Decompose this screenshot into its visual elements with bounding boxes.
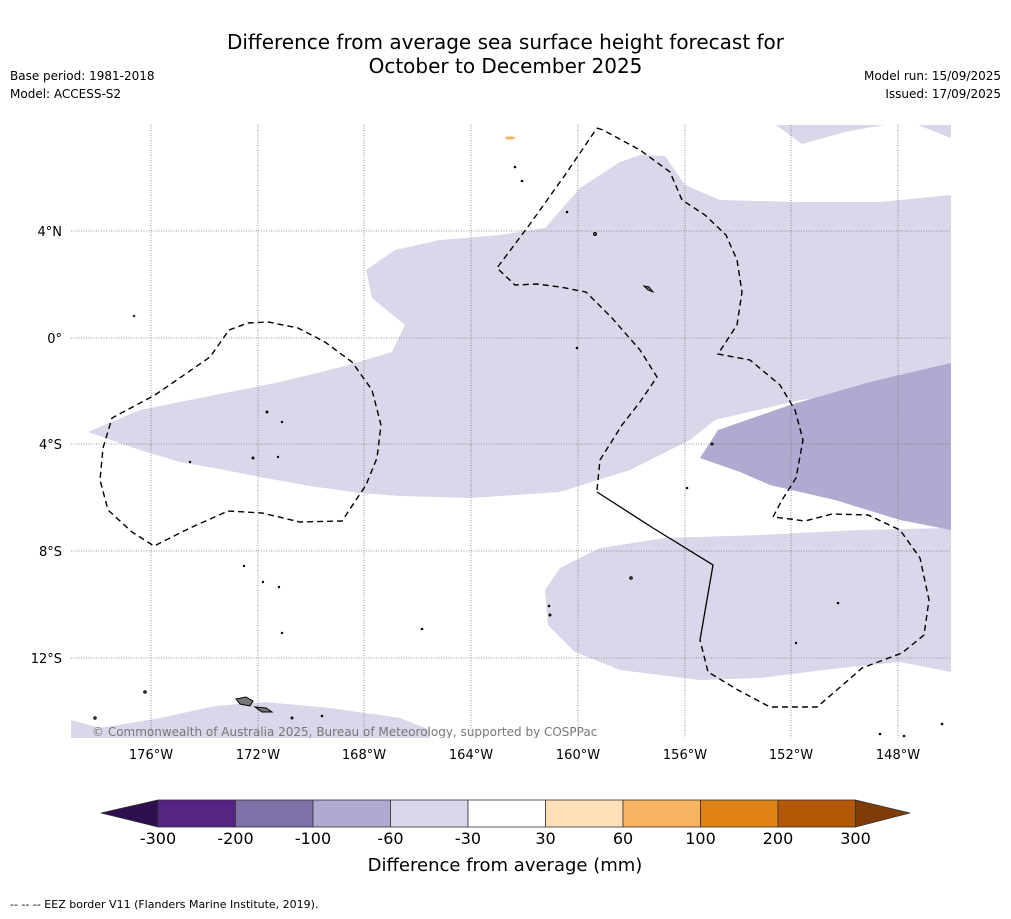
issued-date: Issued: 17/09/2025 — [885, 87, 1001, 101]
colorbar — [100, 799, 911, 828]
eez-kiribati-phoenix — [596, 127, 930, 708]
islands — [93, 165, 944, 738]
colorbar-segment — [390, 799, 469, 828]
title-line-1: Difference from average sea surface heig… — [226, 30, 785, 54]
meta-left: Base period: 1981-2018 Model: ACCESS-S2 — [10, 67, 155, 103]
lat-label-4n: 4°N — [38, 225, 63, 240]
lon-label-160w: 160°W — [556, 748, 600, 763]
colorbar-tick: -200 — [217, 829, 253, 848]
colorbar-tick: -30 — [455, 829, 481, 848]
lat-label-8s: 8°S — [39, 545, 62, 560]
lon-label-156w: 156°W — [663, 748, 707, 763]
colorbar-extend-high — [855, 799, 911, 828]
anomaly-region-light — [88, 155, 951, 680]
lon-label-168w: 168°W — [342, 748, 386, 763]
copyright-notice: © Commonwealth of Australia 2025, Bureau… — [92, 725, 597, 739]
colorbar-segment — [700, 799, 779, 828]
colorbar-tick: 30 — [535, 829, 555, 848]
colorbar-segment — [622, 799, 701, 828]
colorbar-ticks: -300 -200 -100 -60 -30 30 60 100 200 300 — [140, 829, 871, 848]
colorbar-segment — [235, 799, 314, 828]
eez-note: -- -- -- EEZ border V11 (Flanders Marine… — [10, 898, 319, 911]
anomaly-patch-positive — [505, 136, 515, 140]
colorbar-tick: -300 — [140, 829, 176, 848]
map-gridlines — [71, 125, 951, 738]
colorbar-tick: -60 — [377, 829, 403, 848]
anomaly-patch-sw — [71, 702, 430, 738]
lon-label-164w: 164°W — [449, 748, 493, 763]
lat-label-0: 0° — [47, 332, 62, 347]
colorbar-tick: 100 — [685, 829, 716, 848]
colorbar-segment — [777, 799, 856, 828]
lon-label-152w: 152°W — [769, 748, 813, 763]
colorbar-segment — [545, 799, 624, 828]
colorbar-segment — [312, 799, 391, 828]
model-run: Model run: 15/09/2025 — [863, 69, 1001, 83]
latitude-labels: 4°N 0° 4°S 8°S 12°S — [31, 225, 62, 667]
lon-label-148w: 148°W — [876, 748, 920, 763]
eez-tokelau-area — [496, 127, 658, 491]
colorbar-segment — [157, 799, 236, 828]
colorbar-tick: 60 — [613, 829, 633, 848]
maritime-boundary-solid — [596, 491, 714, 641]
map-title: Difference from average sea surface heig… — [0, 30, 1011, 78]
colorbar-extend-low — [100, 799, 159, 828]
map-plot-area: © Commonwealth of Australia 2025, Bureau… — [71, 125, 951, 739]
island-samoa-upolu — [253, 706, 274, 713]
colorbar-tick: -100 — [295, 829, 331, 848]
title-line-2: October to December 2025 — [368, 54, 643, 78]
lon-label-172w: 172°W — [236, 748, 280, 763]
island-samoa-savaii — [235, 696, 254, 707]
anomaly-patch-ne-1 — [776, 125, 884, 144]
colorbar-tick: 200 — [763, 829, 794, 848]
colorbar-segment — [467, 799, 546, 828]
lon-label-176w: 176°W — [129, 748, 173, 763]
longitude-labels: 176°W 172°W 168°W 164°W 160°W 156°W 152°… — [129, 748, 920, 763]
colorbar-tick: 300 — [840, 829, 871, 848]
eez-borders — [99, 127, 930, 708]
anomaly-region-medium — [700, 363, 951, 530]
eez-kiribati-gilbert — [99, 321, 382, 547]
colorbar-title: Difference from average (mm) — [368, 855, 643, 876]
meta-right: Model run: 15/09/2025 Issued: 17/09/2025 — [864, 67, 1001, 103]
anomaly-patch-ne-2 — [918, 125, 951, 138]
base-period: Base period: 1981-2018 — [10, 69, 155, 83]
model-name: Model: ACCESS-S2 — [10, 87, 122, 101]
lat-label-12s: 12°S — [31, 652, 62, 667]
lat-label-4s: 4°S — [39, 438, 62, 453]
